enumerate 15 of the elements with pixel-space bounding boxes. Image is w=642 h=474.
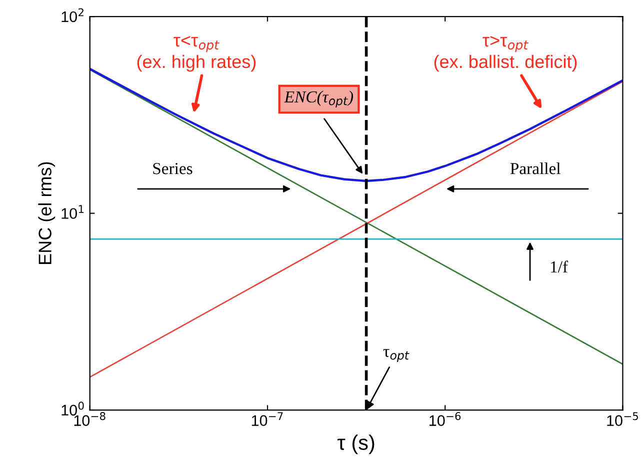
annotation: τ$_{opt}$ [383,349,410,362]
x-axis-title: τ (s) [337,434,374,454]
x-tick-label: 10$^{−6}$ [430,412,461,426]
annotation: Series [153,162,192,174]
annotation: Parallel [510,162,560,174]
annotation: ENC(τ$_{opt}$) [284,90,354,108]
annotation: τ<τ$_{opt}$ (ex. high rates) [137,36,256,72]
x-tick-label: 10$^{−7}$ [252,412,283,426]
y-tick-label: 10$^{0}$ [62,402,84,416]
y-tick-label: 10$^{2}$ [62,8,84,22]
x-tick-label: 10$^{−5}$ [607,412,638,426]
annotation: 1/f [551,260,568,273]
y-axis-title: ENC (el rms) [38,162,56,264]
y-tick-label: 10$^{1}$ [62,205,84,219]
annotation: τ>τ$_{opt}$ (ex. ballist. deficit) [434,36,577,72]
